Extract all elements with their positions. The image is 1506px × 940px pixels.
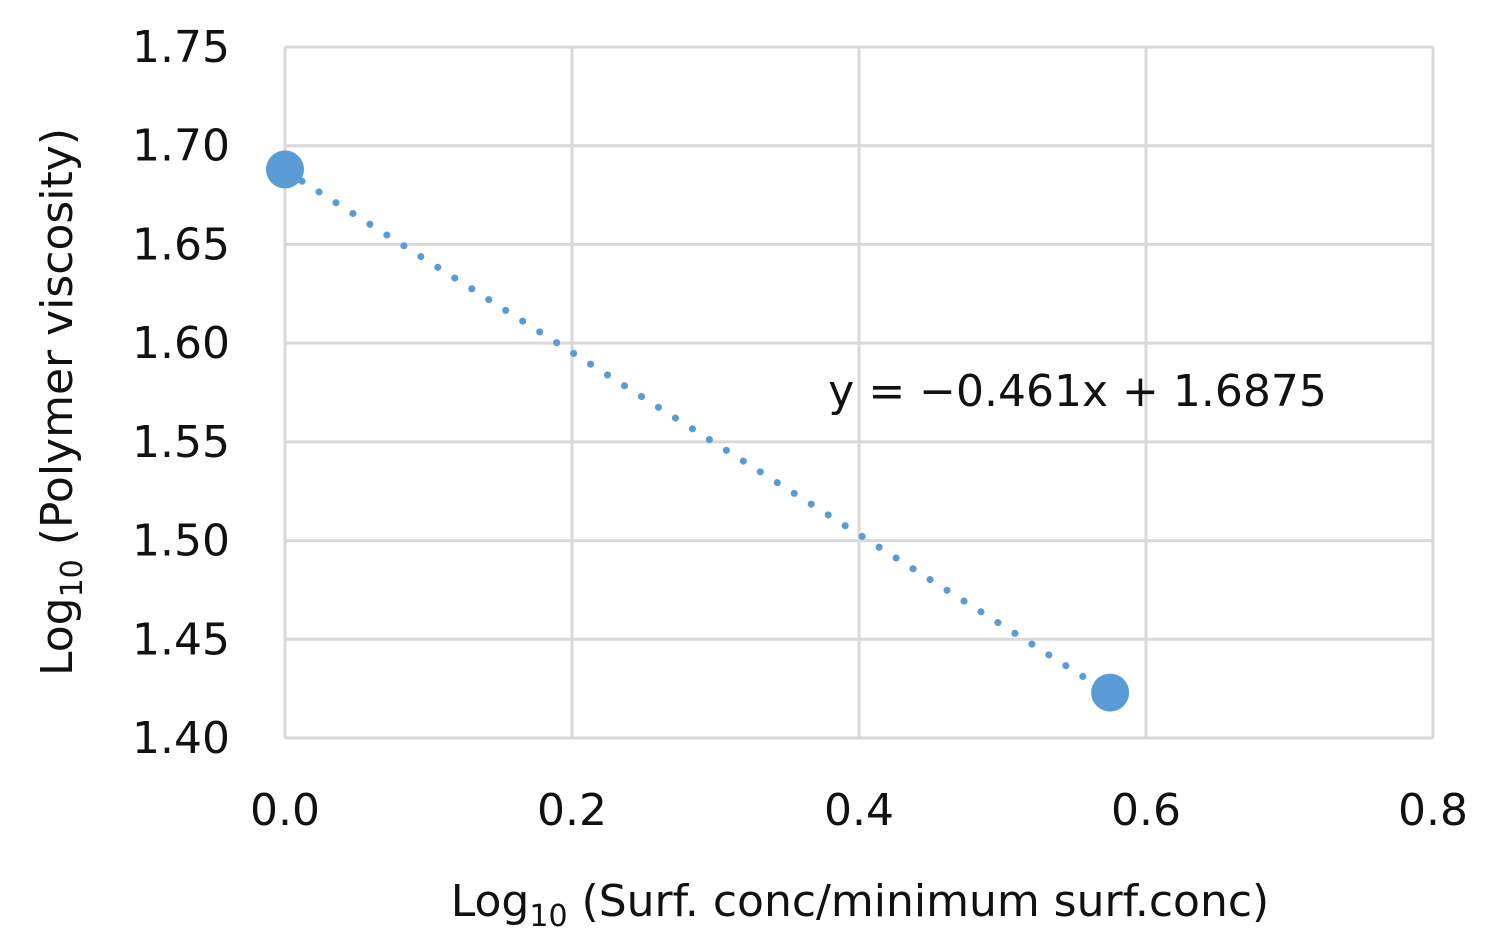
y-axis-title-suffix: (Polymer viscosity) — [32, 128, 83, 559]
x-tick-label: 0.0 — [250, 785, 320, 836]
y-axis-title-prefix: Log — [32, 597, 83, 676]
x-axis-title-subscript: 10 — [529, 899, 567, 934]
data-point — [1091, 673, 1130, 712]
y-tick-label: 1.60 — [132, 318, 230, 369]
x-axis-title: Log10 (Surf. conc/minimum surf.conc) — [451, 876, 1269, 934]
data-points — [266, 150, 1130, 712]
y-tick-label: 1.55 — [132, 417, 230, 468]
grid-lines — [283, 45, 1435, 740]
y-tick-label: 1.65 — [132, 219, 230, 270]
x-axis-title-prefix: Log — [451, 876, 530, 927]
y-tick-label: 1.45 — [132, 614, 230, 665]
x-axis-title-suffix: (Surf. conc/minimum surf.conc) — [568, 876, 1270, 927]
x-tick-label: 0.4 — [824, 785, 894, 836]
x-tick-label: 0.8 — [1398, 785, 1468, 836]
trendline-layer — [281, 166, 1114, 698]
y-axis-title-subscript: 10 — [55, 559, 90, 597]
y-tick-label: 1.50 — [132, 516, 230, 567]
y-tick-label: 1.40 — [132, 713, 230, 764]
y-axis-title: Log10 (Polymer viscosity) — [32, 128, 90, 676]
x-tick-label: 0.6 — [1111, 785, 1181, 836]
trendline — [281, 166, 1114, 698]
y-tick-label: 1.70 — [132, 121, 230, 172]
trendline-equation: y = −0.461x + 1.6875 — [828, 366, 1327, 417]
x-tick-labels: 0.0 0.2 0.4 0.6 0.8 — [250, 785, 1468, 836]
x-tick-label: 0.2 — [537, 785, 607, 836]
y-tick-label: 1.75 — [132, 22, 230, 73]
data-point — [266, 150, 304, 189]
y-tick-labels: 1.40 1.45 1.50 1.55 1.60 1.65 1.70 1.75 — [132, 22, 230, 764]
